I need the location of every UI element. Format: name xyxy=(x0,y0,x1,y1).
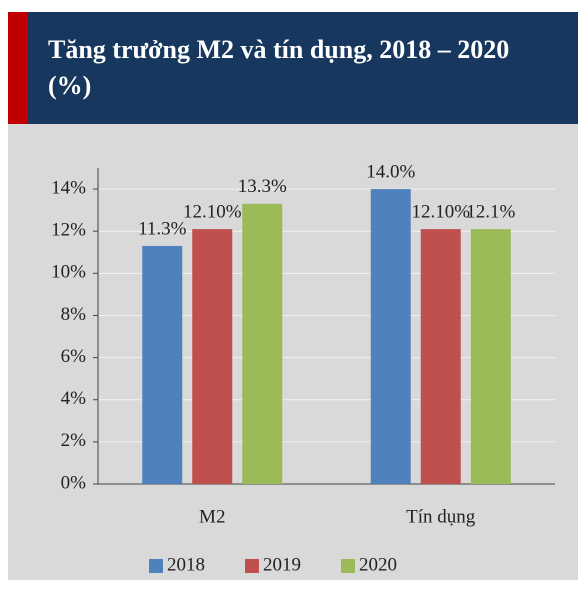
y-tick-label: 2% xyxy=(61,430,87,451)
x-tick-label: M2 xyxy=(199,506,225,527)
y-tick-label: 4% xyxy=(61,388,87,409)
chart-title: Tăng trưởng M2 và tín dụng, 2018 – 2020 … xyxy=(48,35,510,100)
legend-label: 2019 xyxy=(263,554,301,575)
legend-label: 2020 xyxy=(359,554,397,575)
y-tick-label: 14% xyxy=(51,177,86,198)
legend-label: 2018 xyxy=(167,554,205,575)
bar xyxy=(242,203,283,484)
value-label: 12.10% xyxy=(183,201,242,222)
y-tick-label: 8% xyxy=(61,304,87,325)
y-tick-label: 10% xyxy=(51,262,86,283)
bar xyxy=(192,229,233,484)
header: Tăng trưởng M2 và tín dụng, 2018 – 2020 … xyxy=(8,12,578,124)
y-tick-label: 0% xyxy=(61,472,87,493)
bar xyxy=(470,229,511,484)
value-label: 14.0% xyxy=(366,161,415,182)
bar xyxy=(420,229,461,484)
value-label: 13.3% xyxy=(238,176,287,197)
bar xyxy=(370,189,411,485)
x-tick-label: Tín dụng xyxy=(406,506,476,527)
legend-swatch xyxy=(245,559,259,573)
chart-panel: Tăng trưởng M2 và tín dụng, 2018 – 2020 … xyxy=(8,12,578,580)
y-tick-label: 6% xyxy=(61,346,87,367)
accent-strip xyxy=(8,12,28,124)
value-label: 11.3% xyxy=(138,218,187,239)
chart: 0%2%4%6%8%10%12%14%M211.3%12.10%13.3%Tín… xyxy=(51,161,555,575)
value-label: 12.10% xyxy=(411,201,470,222)
bar xyxy=(142,245,183,484)
value-label: 12.1% xyxy=(466,201,515,222)
legend-swatch xyxy=(341,559,355,573)
legend-swatch xyxy=(149,559,163,573)
y-tick-label: 12% xyxy=(51,220,86,241)
